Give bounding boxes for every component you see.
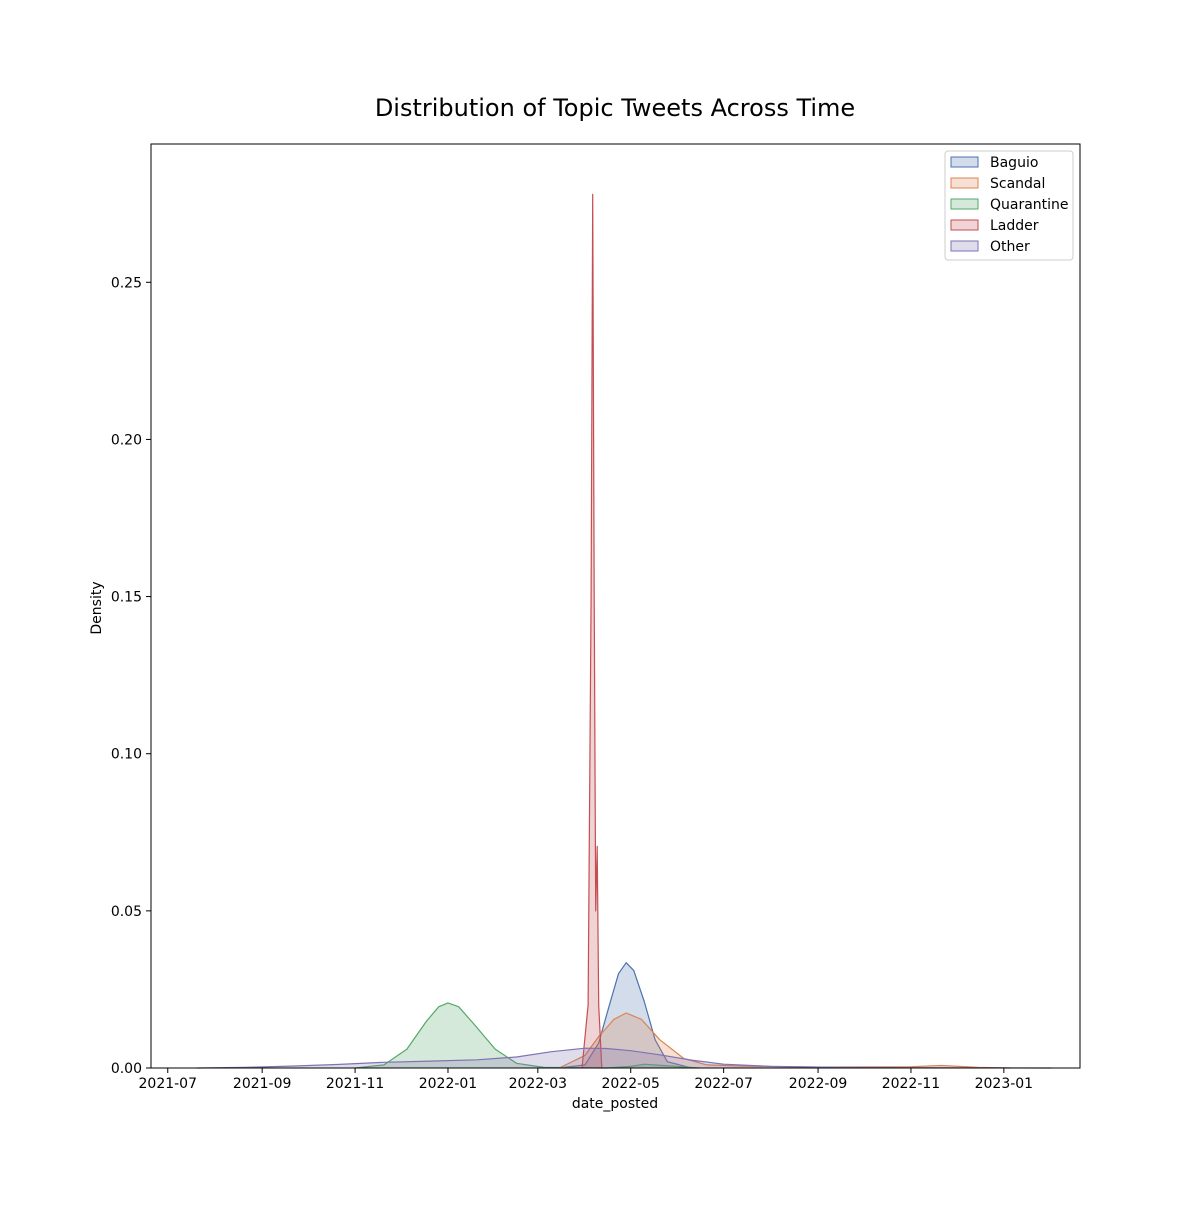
series-area-ladder [582, 194, 602, 1069]
legend: Baguio Scandal Quarantine Ladder Other [944, 150, 1074, 261]
series-layer [196, 193, 1052, 1069]
x-axis-ticks: 2021-07 2021-09 2021-11 2022-01 2022-03 2022-… [139, 1068, 1034, 1092]
x-tick-label: 2022-01 [419, 1076, 478, 1092]
series-line-baguio [559, 962, 692, 1069]
x-axis-label: date_posted [572, 1096, 658, 1112]
legend-swatch-baguio [950, 156, 979, 168]
series-line-quarantine [355, 1002, 700, 1069]
legend-label-other: Other [990, 239, 1030, 255]
y-axis-ticks: 0.00 0.05 0.10 0.15 0.20 0.25 [111, 275, 151, 1077]
legend-label-quarantine: Quarantine [990, 197, 1069, 213]
legend-swatch-scandal [950, 177, 979, 189]
chart-title: Distribution of Topic Tweets Across Time [375, 94, 855, 122]
legend-swatch-ladder [950, 219, 979, 231]
legend-label-ladder: Ladder [990, 218, 1039, 234]
y-tick-label: 0.10 [111, 747, 142, 763]
legend-label-scandal: Scandal [990, 176, 1045, 192]
x-tick-label: 2022-07 [694, 1076, 753, 1092]
plot-frame [150, 143, 1081, 1069]
series-area-quarantine [355, 1002, 700, 1068]
legend-swatch-quarantine [950, 198, 979, 210]
series-line-other [196, 1047, 1052, 1069]
x-tick-label: 2021-07 [139, 1076, 198, 1092]
y-tick-label: 0.00 [111, 1061, 142, 1077]
y-tick-label: 0.25 [111, 275, 142, 291]
x-tick-label: 2021-09 [233, 1076, 292, 1092]
series-area-baguio [559, 962, 692, 1068]
legend-label-baguio: Baguio [990, 155, 1038, 171]
series-area-scandal [559, 1013, 1010, 1068]
series-line-ladder [581, 193, 603, 1069]
x-tick-label: 2022-11 [882, 1076, 941, 1092]
x-tick-label: 2023-01 [975, 1076, 1034, 1092]
x-tick-label: 2022-03 [509, 1076, 568, 1092]
legend-swatch-other [950, 240, 979, 252]
y-tick-label: 0.05 [111, 904, 142, 920]
x-tick-label: 2022-09 [789, 1076, 848, 1092]
y-tick-label: 0.15 [111, 590, 142, 606]
x-tick-label: 2022-05 [601, 1076, 660, 1092]
x-tick-label: 2021-11 [326, 1076, 385, 1092]
series-area-other [196, 1048, 1052, 1068]
legend-items: Baguio Scandal Quarantine Ladder Other [950, 155, 1069, 255]
y-axis-label: Density [89, 581, 105, 634]
y-tick-label: 0.20 [111, 432, 142, 448]
